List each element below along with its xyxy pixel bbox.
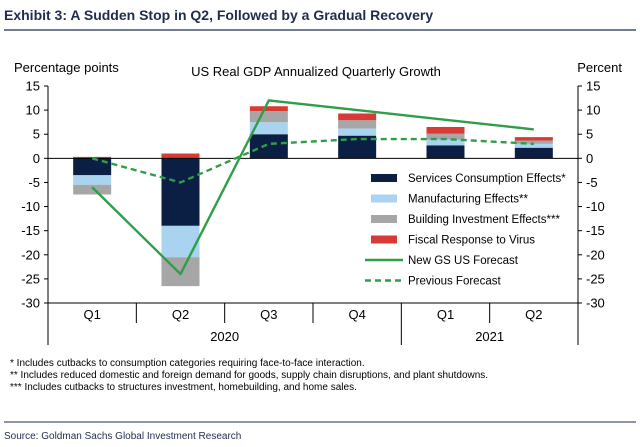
bar-segment-services [161,158,200,226]
category-label: Q2 [525,307,542,322]
y-axis-right-title: Percent [577,60,622,75]
bar-segment-manufacturing [249,122,288,135]
y-tick-label-left: -10 [21,199,40,214]
y-tick-label-left: -5 [28,175,40,190]
bar-segment-fiscal [73,156,112,159]
exhibit-title: Exhibit 3: A Sudden Stop in Q2, Followed… [4,7,433,23]
year-label: 2020 [210,329,239,344]
bar-segment-services [338,135,377,159]
bar-segment-services [426,145,465,159]
legend-label-services: Services Consumption Effects* [408,173,566,185]
y-tick-label-left: 0 [33,151,40,166]
bar-segment-fiscal [161,153,200,159]
y-tick-label-right: 0 [586,151,593,166]
y-axis-right-ticks: 15 10 5 0 -5 -10 -15 -20 -25 -30 [578,79,605,311]
bar-segment-manufacturing [514,143,553,148]
legend-label-fiscal: Fiscal Response to Virus [408,235,535,247]
category-label: Q1 [437,307,454,322]
category-label: Q3 [260,307,277,322]
bar-segment-services [514,147,553,159]
legend-swatch-building [371,215,397,223]
legend-label-new-forecast: New GS US Forecast [408,255,519,267]
bar-segment-building [249,111,288,123]
legend-swatch-manufacturing [371,194,397,203]
source-note: Source: Goldman Sachs Global Investment … [4,431,241,442]
y-tick-label-right: -15 [586,223,605,238]
bar-segment-services [249,134,288,159]
legend-label-building: Building Investment Effects*** [408,214,560,226]
y-tick-label-right: -25 [586,271,605,286]
bar-segment-fiscal [426,126,465,134]
footnote-3: *** Includes cutbacks to structures inve… [10,382,357,393]
category-label: Q2 [172,307,189,322]
chart-title: US Real GDP Annualized Quarterly Growth [191,64,441,79]
bar-segment-fiscal [338,113,377,121]
footnote-1: * Includes cutbacks to consumption categ… [10,358,365,369]
y-tick-label-right: -20 [586,247,605,262]
y-tick-label-right: 10 [586,103,600,118]
bar-segment-manufacturing [338,128,377,136]
bar-segment-manufacturing [161,225,200,258]
bar-segment-manufacturing [73,175,112,185]
y-tick-label-left: 10 [26,103,40,118]
y-tick-label-left: 5 [33,127,40,142]
y-tick-label-right: -10 [586,199,605,214]
forecast-lines [91,99,534,276]
y-tick-label-right: 5 [586,127,593,142]
y-tick-label-right: -30 [586,296,605,311]
bar-segment-building [73,184,112,195]
legend: Services Consumption Effects* Manufacturi… [365,173,566,288]
bar-segment-fiscal [249,106,288,112]
footnote-2: ** Includes reduced domestic and foreign… [10,370,488,381]
y-axis-left-title: Percentage points [14,60,119,75]
y-tick-label-left: -25 [21,271,40,286]
bar-segment-services [73,158,112,176]
y-tick-label-right: 15 [586,79,600,94]
y-tick-label-left: -15 [21,223,40,238]
category-label: Q4 [348,307,365,322]
legend-label-previous-forecast: Previous Forecast [408,276,501,288]
y-axis-left-ticks: 15 10 5 0 -5 -10 -15 -20 -25 -30 [21,79,48,311]
bar-segment-building [338,120,377,129]
y-tick-label-left: -20 [21,247,40,262]
bar-segment-building [514,140,553,144]
y-tick-label-left: -30 [21,296,40,311]
legend-label-manufacturing: Manufacturing Effects** [408,194,528,206]
category-label: Q1 [83,307,100,322]
y-tick-label-right: -5 [586,175,598,190]
legend-swatch-services [371,174,397,182]
new-forecast-line [91,99,534,276]
bar-segment-building [426,133,465,140]
bar-segment-fiscal [514,137,553,141]
legend-swatch-fiscal [371,235,397,244]
bar-segment-manufacturing [426,139,465,146]
y-tick-label-left: 15 [26,79,40,94]
year-label: 2021 [475,329,504,344]
previous-forecast-line [91,137,534,184]
category-axis: Q1 Q2 Q3 Q4 Q1 Q2 2020 2021 [47,302,579,345]
